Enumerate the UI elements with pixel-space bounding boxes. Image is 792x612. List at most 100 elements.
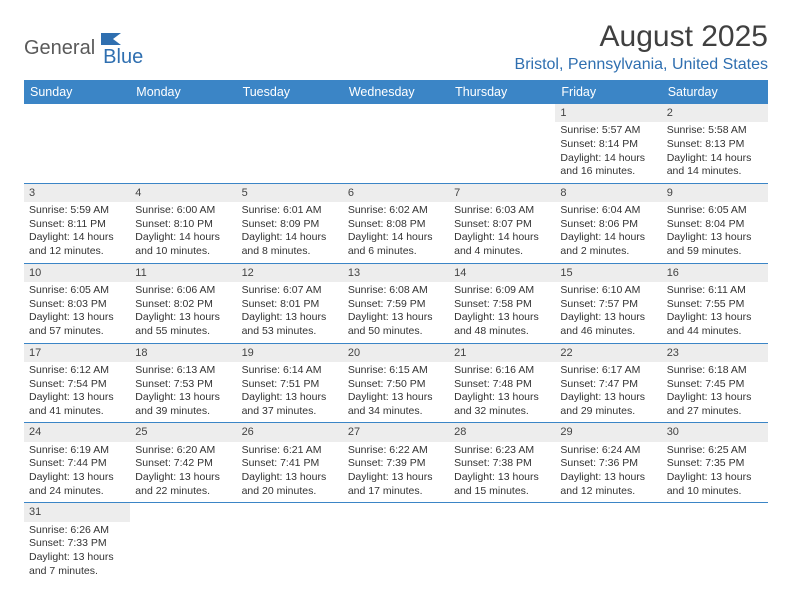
day-body: Sunrise: 6:01 AMSunset: 8:09 PMDaylight:… [237, 202, 343, 263]
sunrise-line: Sunrise: 5:59 AM [29, 204, 125, 218]
day-cell: 23Sunrise: 6:18 AMSunset: 7:45 PMDayligh… [662, 344, 768, 423]
daylight-line: Daylight: 13 hours and 27 minutes. [667, 391, 763, 418]
day-cell: 9Sunrise: 6:05 AMSunset: 8:04 PMDaylight… [662, 184, 768, 263]
daylight-line: Daylight: 13 hours and 44 minutes. [667, 311, 763, 338]
day-number: 28 [449, 423, 555, 441]
week-row: 10Sunrise: 6:05 AMSunset: 8:03 PMDayligh… [24, 264, 768, 344]
day-number: 8 [555, 184, 661, 202]
sunrise-line: Sunrise: 6:06 AM [135, 284, 231, 298]
day-cell: 6Sunrise: 6:02 AMSunset: 8:08 PMDaylight… [343, 184, 449, 263]
sunset-line: Sunset: 7:59 PM [348, 298, 444, 312]
day-cell: 5Sunrise: 6:01 AMSunset: 8:09 PMDaylight… [237, 184, 343, 263]
daylight-line: Daylight: 14 hours and 2 minutes. [560, 231, 656, 258]
daylight-line: Daylight: 13 hours and 57 minutes. [29, 311, 125, 338]
sunset-line: Sunset: 7:38 PM [454, 457, 550, 471]
day-number: 27 [343, 423, 449, 441]
day-body: Sunrise: 6:04 AMSunset: 8:06 PMDaylight:… [555, 202, 661, 263]
sunrise-line: Sunrise: 6:11 AM [667, 284, 763, 298]
page: General Blue August 2025 Bristol, Pennsy… [0, 0, 792, 602]
day-body: Sunrise: 6:17 AMSunset: 7:47 PMDaylight:… [555, 362, 661, 423]
week-row: 24Sunrise: 6:19 AMSunset: 7:44 PMDayligh… [24, 423, 768, 503]
daylight-line: Daylight: 14 hours and 4 minutes. [454, 231, 550, 258]
day-cell: 10Sunrise: 6:05 AMSunset: 8:03 PMDayligh… [24, 264, 130, 343]
empty-cell [449, 104, 555, 183]
daylight-line: Daylight: 13 hours and 41 minutes. [29, 391, 125, 418]
daylight-line: Daylight: 13 hours and 48 minutes. [454, 311, 550, 338]
daylight-line: Daylight: 14 hours and 16 minutes. [560, 152, 656, 179]
daylight-line: Daylight: 13 hours and 24 minutes. [29, 471, 125, 498]
empty-cell [130, 104, 236, 183]
week-row: 3 Sunrise: 5:59 AMSunset: 8:11 PM Daylight… [24, 184, 768, 264]
day-body: Sunrise: 5:57 AMSunset: 8:14 PMDaylight:… [555, 122, 661, 183]
sunrise-line: Sunrise: 6:12 AM [29, 364, 125, 378]
day-cell: 19Sunrise: 6:14 AMSunset: 7:51 PMDayligh… [237, 344, 343, 423]
header: General Blue August 2025 Bristol, Pennsy… [24, 20, 768, 74]
sunset-line: Sunset: 8:11 PM [29, 218, 125, 232]
day-body: Sunrise: 6:10 AMSunset: 7:57 PMDaylight:… [555, 282, 661, 343]
daylight-line: Daylight: 13 hours and 10 minutes. [667, 471, 763, 498]
sunrise-line: Sunrise: 6:14 AM [242, 364, 338, 378]
day-number: 3 [24, 184, 130, 202]
day-number: 14 [449, 264, 555, 282]
day-header: Wednesday [343, 80, 449, 104]
week-row: 31Sunrise: 6:26 AMSunset: 7:33 PMDayligh… [24, 503, 768, 582]
day-body: Sunrise: 6:05 AMSunset: 8:04 PMDaylight:… [662, 202, 768, 263]
day-number: 12 [237, 264, 343, 282]
day-cell: 12 Sunrise: 6:07 AMSunset: 8:01 PMDayligh… [237, 264, 343, 343]
sunset-line: Sunset: 7:47 PM [560, 378, 656, 392]
empty-cell [237, 104, 343, 183]
day-cell: 16Sunrise: 6:11 AMSunset: 7:55 PMDayligh… [662, 264, 768, 343]
empty-cell [343, 503, 449, 582]
sunrise-line: Sunrise: 6:03 AM [454, 204, 550, 218]
week-row: 1Sunrise: 5:57 AMSunset: 8:14 PMDaylight… [24, 104, 768, 184]
daylight-line: Daylight: 13 hours and 17 minutes. [348, 471, 444, 498]
sunrise-line: Sunrise: 6:10 AM [560, 284, 656, 298]
sunrise-line: Sunrise: 6:02 AM [348, 204, 444, 218]
sunrise-line: Sunrise: 6:01 AM [242, 204, 338, 218]
daylight-line: Daylight: 13 hours and 32 minutes. [454, 391, 550, 418]
day-number: 5 [237, 184, 343, 202]
sunrise-line: Sunrise: 6:23 AM [454, 444, 550, 458]
day-body: Sunrise: 6:03 AMSunset: 8:07 PMDaylight:… [449, 202, 555, 263]
day-body: Sunrise: 6:00 AMSunset: 8:10 PMDaylight:… [130, 202, 236, 263]
day-cell: 21Sunrise: 6:16 AMSunset: 7:48 PMDayligh… [449, 344, 555, 423]
sunset-line: Sunset: 7:42 PM [135, 457, 231, 471]
sunset-line: Sunset: 7:35 PM [667, 457, 763, 471]
day-cell: 15Sunrise: 6:10 AMSunset: 7:57 PMDayligh… [555, 264, 661, 343]
day-cell: 30Sunrise: 6:25 AMSunset: 7:35 PMDayligh… [662, 423, 768, 502]
sunset-line: Sunset: 8:07 PM [454, 218, 550, 232]
day-number: 11 [130, 264, 236, 282]
day-body: Sunrise: 6:02 AMSunset: 8:08 PMDaylight:… [343, 202, 449, 263]
day-number: 4 [130, 184, 236, 202]
daylight-line: Daylight: 13 hours and 7 minutes. [29, 551, 125, 578]
day-cell: 22Sunrise: 6:17 AMSunset: 7:47 PMDayligh… [555, 344, 661, 423]
day-number: 25 [130, 423, 236, 441]
sunset-line: Sunset: 8:14 PM [560, 138, 656, 152]
day-header: Tuesday [237, 80, 343, 104]
sunset-line: Sunset: 7:51 PM [242, 378, 338, 392]
day-body: Sunrise: 6:13 AMSunset: 7:53 PMDaylight:… [130, 362, 236, 423]
day-number: 31 [24, 503, 130, 521]
day-number: 2 [662, 104, 768, 122]
month-title: August 2025 [515, 20, 768, 54]
weeks-container: 1Sunrise: 5:57 AMSunset: 8:14 PMDaylight… [24, 104, 768, 582]
day-header: Thursday [449, 80, 555, 104]
empty-cell [555, 503, 661, 582]
daylight-line: Daylight: 14 hours and 14 minutes. [667, 152, 763, 179]
day-body: Sunrise: 6:24 AMSunset: 7:36 PMDaylight:… [555, 442, 661, 503]
day-header: Saturday [662, 80, 768, 104]
sunrise-line: Sunrise: 6:07 AM [242, 284, 338, 298]
sunset-line: Sunset: 8:01 PM [242, 298, 338, 312]
day-body: Sunrise: 6:16 AMSunset: 7:48 PMDaylight:… [449, 362, 555, 423]
sunrise-line: Sunrise: 6:17 AM [560, 364, 656, 378]
day-cell: 28Sunrise: 6:23 AMSunset: 7:38 PMDayligh… [449, 423, 555, 502]
empty-cell [24, 104, 130, 183]
sunset-line: Sunset: 8:10 PM [135, 218, 231, 232]
day-number: 10 [24, 264, 130, 282]
day-body: Sunrise: 6:20 AMSunset: 7:42 PMDaylight:… [130, 442, 236, 503]
sunrise-line: Sunrise: 5:58 AM [667, 124, 763, 138]
daylight-line: Daylight: 13 hours and 53 minutes. [242, 311, 338, 338]
day-cell: 13Sunrise: 6:08 AMSunset: 7:59 PMDayligh… [343, 264, 449, 343]
day-header: Friday [555, 80, 661, 104]
daylight-line: Daylight: 13 hours and 55 minutes. [135, 311, 231, 338]
